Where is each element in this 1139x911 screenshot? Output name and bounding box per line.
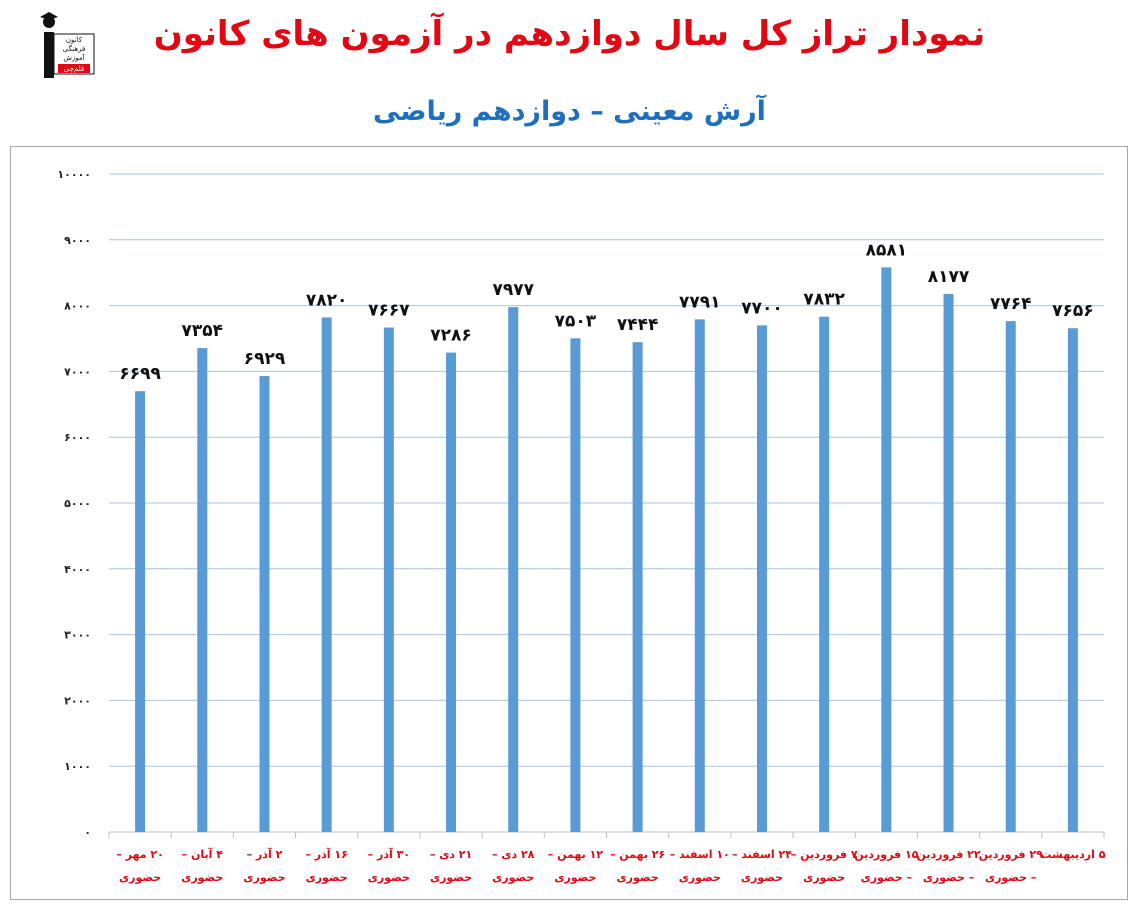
bar [383, 327, 394, 832]
data-label: ۷۲۸۶ [430, 326, 472, 346]
x-tick-label: حضوری [679, 871, 721, 884]
y-tick-label: ۱۰۰۰ [64, 760, 91, 773]
x-tick-label: حضوری [617, 871, 659, 884]
bar [321, 317, 332, 833]
x-tick-label: حضوری [492, 871, 534, 884]
bar [819, 316, 830, 832]
data-label: ۸۵۸۱ [866, 240, 908, 260]
y-tick-label: ۱۰۰۰۰ [57, 168, 91, 181]
x-tick-label: حضوری [430, 871, 472, 884]
x-tick-label: ۴ آبان – [182, 847, 224, 861]
x-tick-label: ۲۹ فروردین [979, 848, 1043, 861]
bar [259, 376, 270, 832]
y-tick-label: ۰ [84, 826, 91, 839]
y-tick-label: ۵۰۰۰ [64, 497, 91, 510]
x-tick-label: ۲۰ مهر – [116, 848, 164, 861]
x-tick-label: ۷ فروردین – [791, 848, 858, 861]
x-tick-label: ۱۰ اسفند – [670, 848, 730, 861]
logo-line-2: فرهنگی [63, 44, 86, 53]
bar [446, 352, 457, 832]
y-tick-label: ۶۰۰۰ [64, 431, 91, 444]
x-tick-label: ۳۰ آذر – [368, 847, 410, 861]
data-label: ۸۱۷۷ [928, 267, 970, 287]
x-tick-label: – حضوری [861, 871, 912, 884]
x-tick-label: حضوری [306, 871, 348, 884]
data-label: ۷۷۰۰ [741, 298, 783, 318]
x-tick-label: حضوری [243, 871, 285, 884]
data-label: ۷۳۵۴ [182, 321, 224, 341]
data-label: ۷۸۲۰ [306, 290, 348, 310]
data-label: ۷۵۰۳ [555, 311, 597, 331]
x-tick-label: ۲۲ فروردین [916, 848, 980, 861]
bar [632, 342, 643, 832]
x-tick-label: – حضوری [985, 871, 1036, 884]
bar-chart: ۰ ۱۰۰۰ ۲۰۰۰ ۳۰۰۰ ۴۰۰۰ ۵۰۰۰ ۶۰۰۰ ۷۰۰۰ ۸۰۰۰ ۹۰۰۰ ۱۰۰… [57, 168, 1105, 884]
y-tick-label: ۸۰۰۰ [64, 300, 91, 313]
y-tick-label: ۷۰۰۰ [64, 365, 91, 378]
data-label: ۷۶۵۶ [1052, 301, 1094, 321]
chart-area: ۰ ۱۰۰۰ ۲۰۰۰ ۳۰۰۰ ۴۰۰۰ ۵۰۰۰ ۶۰۰۰ ۷۰۰۰ ۸۰۰۰ ۹۰۰۰ ۱۰۰… [10, 146, 1128, 900]
x-tick-label: – حضوری [923, 871, 974, 884]
kanoon-logo-icon: کانون فرهنگی آموزش قلم‌چی [40, 12, 95, 78]
bar [1005, 321, 1016, 832]
logo-line-1: کانون [66, 36, 83, 44]
data-label: ۷۷۶۴ [990, 294, 1032, 314]
x-tick-label: حضوری [803, 871, 845, 884]
data-label: ۷۶۶۷ [368, 301, 410, 321]
data-label: ۶۹۲۹ [244, 349, 286, 369]
bar [1067, 328, 1078, 832]
y-tick-label: ۴۰۰۰ [64, 563, 91, 576]
x-tick-label: ۱۵ فروردین [854, 848, 918, 861]
x-tick-label: ۲۶ بهمن – [610, 848, 665, 861]
x-tick-label: ۱۲ بهمن – [548, 848, 604, 861]
x-tick-label: حضوری [181, 871, 223, 884]
logo-line-3: آموزش [63, 53, 85, 62]
x-tick-label: ۲ آذر – [247, 847, 283, 861]
y-tick-label: ۲۰۰۰ [64, 694, 91, 707]
bar [508, 307, 519, 832]
y-tick-label: ۳۰۰۰ [64, 629, 91, 642]
bar [756, 325, 767, 832]
logo-line-4: قلم‌چی [64, 65, 84, 73]
bar [943, 293, 954, 833]
chart-title: نمودار تراز کل سال دوازدهم در آزمون های … [153, 14, 986, 54]
bar [694, 319, 705, 833]
data-label: ۶۶۹۹ [119, 364, 161, 384]
x-tick-label: ۵ اردیبهشت [1040, 848, 1105, 861]
data-label: ۷۸۳۲ [803, 290, 845, 310]
bar [197, 348, 208, 832]
data-label: ۷۹۷۷ [492, 280, 534, 300]
chart-subtitle: آرش معینی – دوازدهم ریاضی [373, 96, 766, 127]
x-tick-label: ۲۴ اسفند – [732, 848, 792, 861]
bar [570, 338, 581, 832]
x-tick-label: حضوری [741, 871, 783, 884]
y-tick-label: ۹۰۰۰ [64, 234, 91, 247]
x-tick-label: حضوری [119, 871, 161, 884]
data-label: ۷۷۹۱ [679, 292, 721, 312]
bar [135, 391, 146, 832]
x-tick-label: ۱۶ آذر – [305, 847, 347, 861]
x-tick-label: حضوری [554, 871, 596, 884]
x-tick-label: حضوری [368, 871, 410, 884]
x-tick-label: ۲۱ دی – [430, 848, 472, 861]
bar [881, 267, 892, 832]
data-label: ۷۴۴۴ [617, 315, 659, 335]
x-tick-label: ۲۸ دی – [492, 848, 535, 861]
